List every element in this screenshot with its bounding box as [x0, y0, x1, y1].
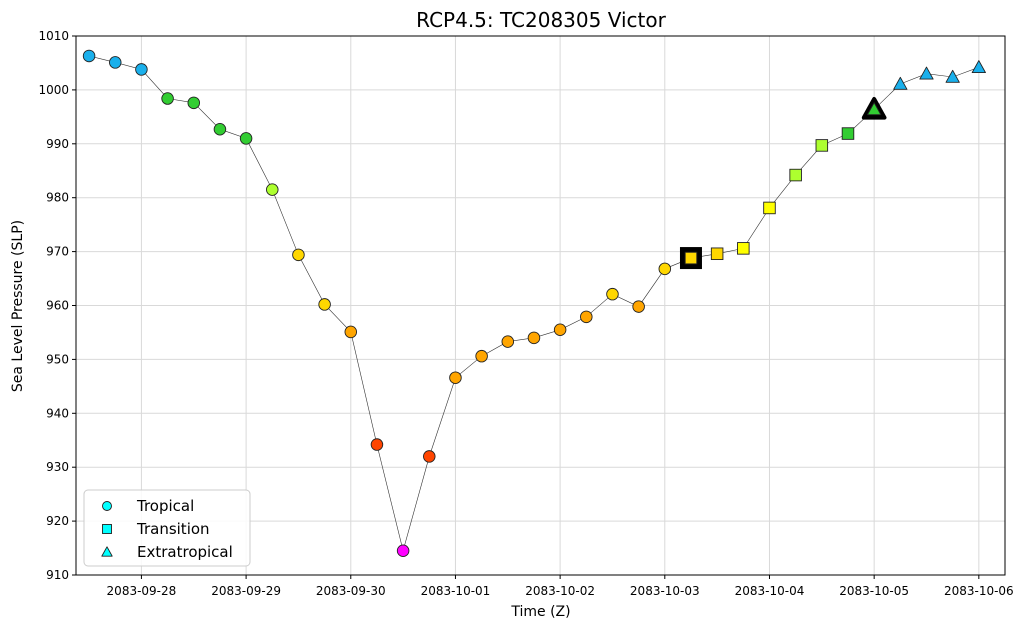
x-tick-label: 2083-09-29 — [211, 584, 281, 598]
y-axis-label: Sea Level Pressure (SLP) — [10, 220, 26, 392]
y-tick-label: 1010 — [38, 29, 69, 43]
data-point — [135, 63, 148, 76]
y-tick-label: 940 — [46, 406, 69, 420]
series — [82, 49, 986, 557]
x-tick-label: 2083-09-30 — [316, 584, 386, 598]
x-tick-label: 2083-10-01 — [421, 584, 491, 598]
data-point — [841, 127, 855, 140]
legend-label: Extratropical — [137, 543, 233, 561]
x-tick-label: 2083-09-28 — [107, 584, 177, 598]
data-point — [606, 287, 619, 301]
data-point — [396, 544, 410, 557]
data-point — [815, 139, 829, 152]
data-point — [893, 76, 908, 90]
x-tick-label: 2083-10-05 — [839, 584, 909, 598]
data-point — [501, 335, 515, 348]
legend-label: Tropical — [136, 497, 194, 515]
data-point — [109, 56, 122, 69]
chart-title: RCP4.5: TC208305 Victor — [416, 8, 666, 32]
y-tick-label: 950 — [46, 352, 69, 366]
data-point — [187, 96, 201, 110]
data-point — [475, 349, 488, 363]
data-point — [684, 251, 698, 265]
data-point — [318, 298, 331, 311]
legend-box — [83, 489, 251, 567]
data-point — [161, 92, 174, 105]
x-tick-label: 2083-10-03 — [630, 584, 700, 598]
x-tick-label: 2083-10-04 — [735, 584, 805, 598]
legend-marker-triangle — [101, 546, 113, 557]
y-tick-label: 990 — [46, 137, 69, 151]
data-point — [919, 66, 934, 80]
y-tick-label: 910 — [46, 568, 69, 582]
data-point — [971, 60, 986, 74]
data-point — [710, 247, 724, 261]
legend-marker-square — [102, 524, 112, 534]
legend-label: Transition — [136, 520, 210, 538]
data-point — [658, 262, 672, 276]
y-tick-label: 1000 — [38, 83, 69, 97]
data-point — [213, 122, 227, 136]
data-point — [527, 331, 541, 345]
y-tick-label: 970 — [46, 245, 69, 259]
x-axis: 2083-09-28 2083-09-29 2083-09-30 2083-10-01… — [107, 575, 1014, 598]
data-point — [580, 310, 593, 324]
data-point — [632, 300, 645, 313]
x-tick-label: 2083-10-06 — [944, 584, 1014, 598]
data-point — [239, 132, 253, 145]
data-point — [737, 242, 750, 255]
data-point — [82, 49, 96, 63]
legend: Tropical Transition Extratropical — [83, 489, 251, 567]
data-point — [344, 325, 358, 339]
y-axis: 910 920 930 940 950 960 970 980 990 1000 1010 — [38, 29, 76, 582]
y-tick-label: 980 — [46, 191, 69, 205]
data-point — [553, 323, 567, 337]
x-axis-label: Time (Z) — [510, 604, 570, 620]
data-point — [449, 371, 462, 384]
data-point — [266, 183, 279, 196]
y-tick-label: 930 — [46, 460, 69, 474]
data-point — [423, 450, 436, 463]
data-point — [763, 201, 776, 215]
y-tick-label: 960 — [46, 299, 69, 313]
y-tick-label: 920 — [46, 514, 69, 528]
data-point — [370, 438, 384, 451]
data-point — [945, 69, 960, 83]
data-point — [292, 248, 305, 262]
x-tick-label: 2083-10-02 — [525, 584, 595, 598]
data-point — [789, 168, 802, 182]
legend-marker-circle — [102, 501, 112, 511]
data-point — [867, 102, 882, 116]
